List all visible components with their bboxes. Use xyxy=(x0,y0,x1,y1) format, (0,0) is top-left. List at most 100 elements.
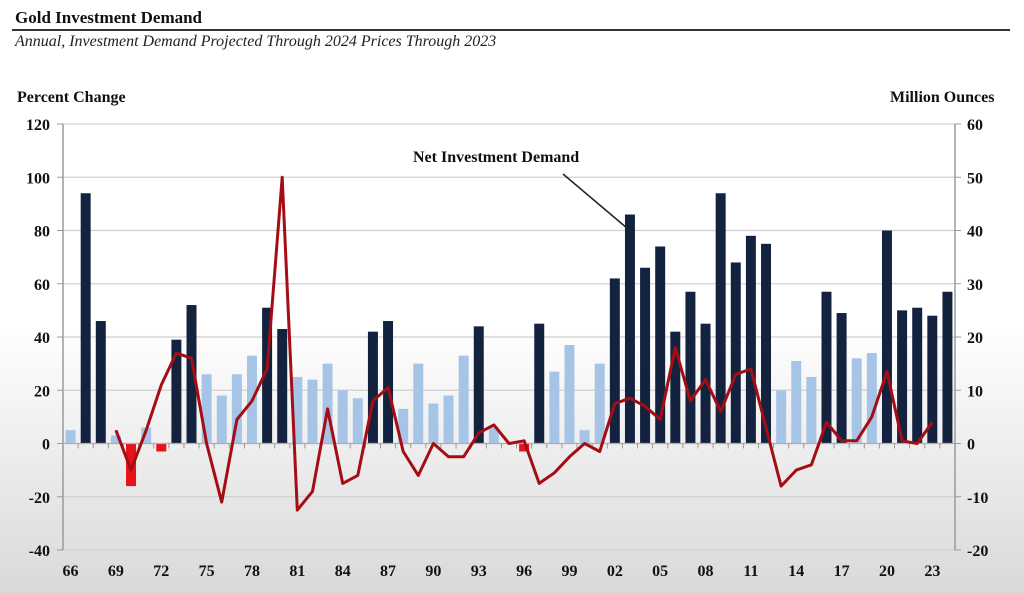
line-series xyxy=(114,175,934,512)
x-tick-label: 11 xyxy=(743,563,758,580)
bar-1968 xyxy=(95,321,106,444)
x-tick-label: 20 xyxy=(879,563,895,580)
bar-1999 xyxy=(564,344,575,444)
bar-series xyxy=(65,193,953,487)
left-tick-label: 60 xyxy=(34,277,50,294)
bar-1979 xyxy=(262,307,273,444)
x-tick-label: 99 xyxy=(561,563,577,580)
right-axis-title: Million Ounces xyxy=(890,89,995,106)
right-tick-label: -20 xyxy=(967,543,988,560)
bar-2012 xyxy=(761,243,772,444)
bar-2008 xyxy=(700,323,711,444)
bar-1976 xyxy=(216,395,227,444)
x-tick-label: 66 xyxy=(63,563,79,580)
right-tick-label: 60 xyxy=(967,117,983,134)
annotation-pointer xyxy=(562,173,635,235)
bar-1982 xyxy=(307,379,318,444)
x-tick-label: 90 xyxy=(425,563,441,580)
bar-1983 xyxy=(322,363,333,444)
x-tick-label: 78 xyxy=(244,563,260,580)
bar-1990 xyxy=(428,403,439,444)
bar-2010 xyxy=(730,262,741,444)
x-tick-label: 75 xyxy=(199,563,215,580)
bar-2021 xyxy=(897,310,908,444)
gridlines xyxy=(63,123,955,551)
x-tick-label: 81 xyxy=(289,563,305,580)
chart-subtitle: Annual, Investment Demand Projected Thro… xyxy=(15,33,497,50)
left-tick-label: 20 xyxy=(34,383,50,400)
bar-1993 xyxy=(473,326,484,444)
bar-1975 xyxy=(201,374,212,444)
bar-2020 xyxy=(881,230,892,444)
bar-1996 xyxy=(519,443,530,452)
left-tick-label: 80 xyxy=(34,224,50,241)
bar-2019 xyxy=(866,352,877,444)
x-tick-label: 84 xyxy=(335,563,351,580)
left-tick-label: 0 xyxy=(42,437,50,454)
bar-2015 xyxy=(806,376,817,444)
right-tick-label: 40 xyxy=(967,224,983,241)
bar-1973 xyxy=(171,339,182,444)
bar-2006 xyxy=(670,331,681,444)
bar-1988 xyxy=(398,408,409,444)
bar-1986 xyxy=(367,331,378,444)
right-tick-label: 30 xyxy=(967,277,983,294)
bar-1977 xyxy=(231,374,242,444)
bar-2007 xyxy=(685,291,696,444)
left-tick-label: -20 xyxy=(29,490,50,507)
x-tick-label: 69 xyxy=(108,563,124,580)
bar-1970 xyxy=(126,443,137,487)
bar-1989 xyxy=(413,363,424,444)
left-tick-label: 40 xyxy=(34,330,50,347)
x-tick-label: 17 xyxy=(834,563,850,580)
bar-2022 xyxy=(912,307,923,444)
right-tick-label: 10 xyxy=(967,383,983,400)
price-change-line xyxy=(114,175,934,512)
bar-1987 xyxy=(383,321,394,444)
bar-1997 xyxy=(534,323,545,444)
bar-1985 xyxy=(352,398,363,444)
x-tick-label: 72 xyxy=(153,563,169,580)
bar-1972 xyxy=(156,443,167,452)
bar-1998 xyxy=(549,371,560,444)
bar-1969 xyxy=(110,435,121,444)
bar-1971 xyxy=(141,427,152,444)
bar-1966 xyxy=(65,430,76,444)
bar-2000 xyxy=(579,430,590,444)
bar-2004 xyxy=(640,267,651,444)
title-divider xyxy=(12,29,1010,31)
left-tick-label: 100 xyxy=(26,170,50,187)
bar-1967 xyxy=(80,193,91,444)
bar-1984 xyxy=(337,390,348,444)
bar-2014 xyxy=(791,360,802,444)
bar-2011 xyxy=(745,235,756,444)
x-tick-label: 08 xyxy=(698,563,714,580)
x-tick-label: 93 xyxy=(471,563,487,580)
x-tick-label: 02 xyxy=(607,563,623,580)
right-tick-label: 20 xyxy=(967,330,983,347)
annotation: Net Investment Demand xyxy=(413,149,635,235)
chart-title: Gold Investment Demand xyxy=(15,8,203,27)
bar-2003 xyxy=(624,214,635,444)
bar-1991 xyxy=(443,395,454,444)
annotation-label: Net Investment Demand xyxy=(413,149,579,166)
bar-1994 xyxy=(488,427,499,444)
bar-2002 xyxy=(609,278,620,444)
bar-2018 xyxy=(851,358,862,444)
x-tick-label: 05 xyxy=(652,563,668,580)
bar-2005 xyxy=(655,246,666,444)
bar-2016 xyxy=(821,291,832,444)
bar-1981 xyxy=(292,376,303,444)
tick-labels: -40-20020406080100120-20-100102030405060… xyxy=(26,117,988,580)
bar-2009 xyxy=(715,193,726,444)
bar-2013 xyxy=(776,390,787,444)
right-tick-label: 50 xyxy=(967,170,983,187)
right-tick-label: -10 xyxy=(967,490,988,507)
left-tick-label: 120 xyxy=(26,117,50,134)
x-tick-label: 87 xyxy=(380,563,396,580)
bar-2023 xyxy=(927,315,938,444)
bar-2024 xyxy=(942,291,953,444)
bar-2017 xyxy=(836,313,847,444)
bar-1992 xyxy=(458,355,469,444)
